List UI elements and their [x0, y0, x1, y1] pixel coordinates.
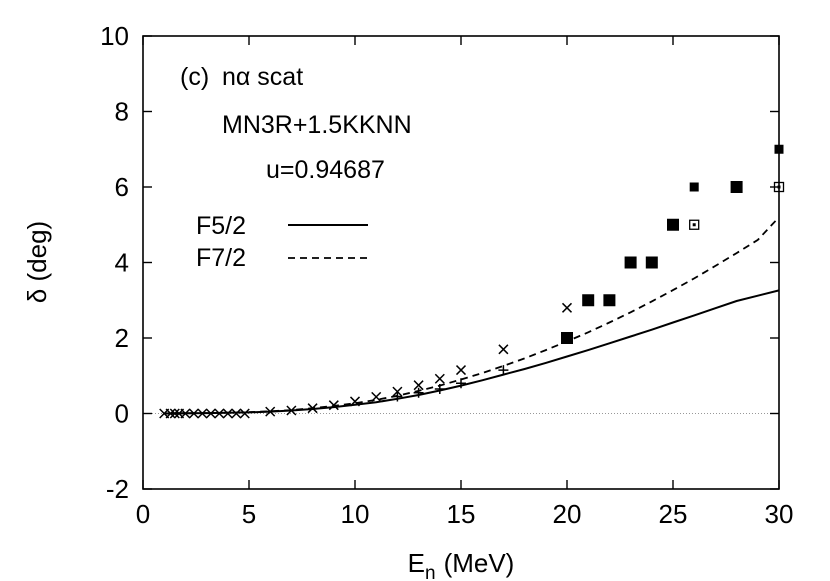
data-point-plus [456, 378, 466, 389]
x-tick-label: 5 [242, 499, 256, 529]
marker-layer [159, 144, 785, 419]
y-tick-label: -2 [106, 474, 129, 504]
data-point-x [561, 302, 573, 313]
x-axis-label: En (MeV) [408, 548, 515, 581]
data-point-x [205, 408, 216, 419]
x-axis-label-sub: n [425, 563, 436, 581]
chart-title: nα scat [222, 63, 303, 91]
legend-label-f72: F7/2 [196, 244, 246, 272]
data-point-x [265, 406, 276, 417]
y-axis-label: δ (deg) [22, 221, 52, 303]
data-point-square [624, 256, 637, 269]
data-point-square [582, 294, 595, 307]
data-point-x [455, 365, 467, 376]
data-point-x [328, 400, 339, 411]
data-point-square [603, 294, 616, 307]
data-point-x [231, 408, 242, 419]
data-point-x [214, 408, 225, 419]
data-point-x [413, 380, 424, 391]
y-tick-label: 8 [115, 97, 129, 127]
data-point-x [222, 408, 233, 419]
data-point-square-small [689, 182, 699, 192]
x-tick-label: 25 [659, 499, 688, 529]
legend-label-f52: F5/2 [196, 212, 246, 240]
data-point-square [667, 218, 679, 231]
data-point-square [561, 332, 573, 344]
data-point-x [498, 344, 509, 355]
data-point-plus [434, 383, 445, 394]
data-point-plus [413, 387, 424, 398]
data-point-x [349, 396, 361, 407]
data-point-x [307, 403, 318, 414]
data-point-x [371, 391, 382, 402]
data-point-plus [392, 391, 403, 402]
data-point-x [434, 373, 445, 384]
data-point-x [188, 408, 199, 419]
data-point-square [730, 181, 743, 193]
x-tick-label: 0 [136, 499, 150, 529]
legend: F5/2 F7/2 [196, 212, 368, 272]
data-point-x [169, 408, 180, 419]
data-point-x [180, 408, 191, 419]
y-tick-label: 4 [115, 248, 129, 278]
data-point-open-square-dot [692, 223, 696, 227]
y-tick-label: 10 [100, 21, 129, 51]
y-tick-label: 2 [115, 323, 129, 353]
y-tick-label: 0 [115, 399, 129, 429]
u-annotation: u=0.94687 [266, 156, 385, 184]
x-tick-label: 15 [447, 499, 476, 529]
data-point-x [165, 408, 176, 419]
x-tick-label: 30 [765, 499, 794, 529]
x-tick-label: 20 [553, 499, 582, 529]
curve-layer [164, 216, 780, 415]
data-point-x [239, 408, 250, 419]
x-axis-label-unit: (MeV) [444, 548, 515, 578]
panel-label: (c) [180, 63, 209, 91]
series-line-f72 [164, 216, 780, 415]
data-point-x [197, 408, 208, 419]
data-point-square [645, 256, 658, 269]
y-tick-label: 6 [115, 172, 129, 202]
x-axis-label-main: E [408, 548, 425, 578]
data-point-x [286, 405, 297, 416]
series-line-f52 [164, 289, 780, 415]
model-annotation: MN3R+1.5KKNN [222, 111, 412, 139]
data-point-plus [498, 365, 509, 376]
x-tick-label: 10 [341, 499, 370, 529]
